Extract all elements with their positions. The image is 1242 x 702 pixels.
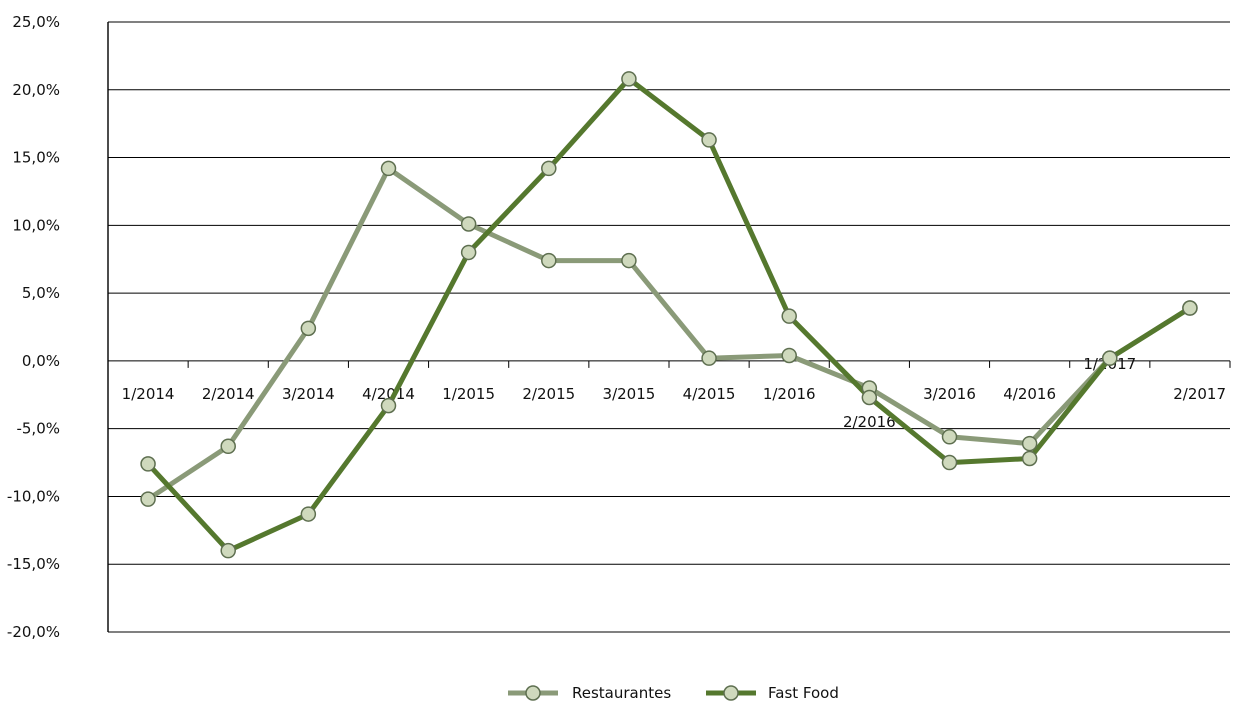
data-point-series-2 [1102, 350, 1118, 366]
x-tick-label: 3/2015 [603, 385, 656, 403]
legend-marker-1 [525, 685, 541, 701]
data-point-series-1 [140, 491, 156, 507]
y-tick-label: 25,0% [12, 13, 60, 31]
y-tick-label: -15,0% [7, 555, 60, 573]
x-tick-label: 4/2015 [683, 385, 736, 403]
x-tick-label: 2/2014 [202, 385, 255, 403]
data-point-series-1 [941, 429, 958, 445]
data-point-series-2 [1182, 300, 1198, 316]
x-tick-label: 1/2014 [122, 385, 175, 403]
data-point-series-1 [701, 350, 717, 366]
data-point-series-2 [1021, 450, 1038, 467]
x-tick-label: 2/2017 [1173, 385, 1226, 403]
x-tick-label: 4/2014 [362, 385, 415, 403]
series-line-2 [145, 76, 1193, 554]
grid-layer [107, 21, 1231, 633]
data-point-series-2 [701, 132, 717, 148]
data-point-series-2 [941, 454, 958, 471]
legend: Restaurantes Fast Food [508, 684, 839, 702]
data-point-series-1 [541, 252, 557, 269]
x-tick-label: 4/2016 [1003, 385, 1056, 403]
data-point-series-1 [220, 438, 236, 455]
data-point-series-2 [781, 308, 797, 324]
data-point-series-2 [861, 389, 878, 406]
data-point-series-1 [460, 216, 477, 232]
data-point-series-2 [621, 71, 637, 87]
x-tick-label: 1/2016 [763, 385, 816, 403]
legend-marker-2 [723, 685, 739, 701]
y-tick-label: -10,0% [7, 487, 60, 505]
y-tick-label: 0,0% [22, 352, 60, 370]
data-point-series-1 [300, 320, 317, 337]
data-point-series-1 [1021, 435, 1038, 452]
y-tick-label: 10,0% [12, 216, 60, 234]
y-tick-label: 15,0% [12, 149, 60, 167]
x-tick-label: 2/2015 [522, 385, 575, 403]
x-tick-label: 3/2016 [923, 385, 976, 403]
data-point-series-2 [380, 397, 397, 414]
y-axis-ticks: 25,0% 20,0% 15,0% 10,0% 5,0% 0,0% -5,0% -10,0% -… [7, 13, 60, 641]
series-line-1 [145, 165, 1193, 502]
legend-label-1: Restaurantes [572, 684, 671, 702]
data-point-series-2 [460, 244, 477, 261]
data-point-series-2 [541, 160, 557, 177]
legend-label-2: Fast Food [768, 684, 839, 702]
data-point-series-1 [621, 252, 637, 269]
data-point-series-1 [380, 160, 397, 177]
data-point-series-2 [140, 456, 156, 472]
series-layer [140, 71, 1198, 559]
data-point-series-1 [781, 347, 797, 364]
y-tick-label: 5,0% [22, 284, 60, 302]
x-tick-label: 3/2014 [282, 385, 335, 403]
data-point-series-2 [300, 506, 317, 522]
x-tick-label: 1/2015 [442, 385, 495, 403]
y-tick-label: 20,0% [12, 81, 60, 99]
x-axis-ticks: 1/2014 2/2014 3/2014 4/2014 1/2015 2/2015 3/20… [122, 355, 1226, 431]
x-tick-label: 2/2016 [843, 413, 896, 431]
y-tick-label: -5,0% [16, 420, 60, 438]
y-tick-label: -20,0% [7, 623, 60, 641]
data-point-series-2 [220, 542, 236, 559]
